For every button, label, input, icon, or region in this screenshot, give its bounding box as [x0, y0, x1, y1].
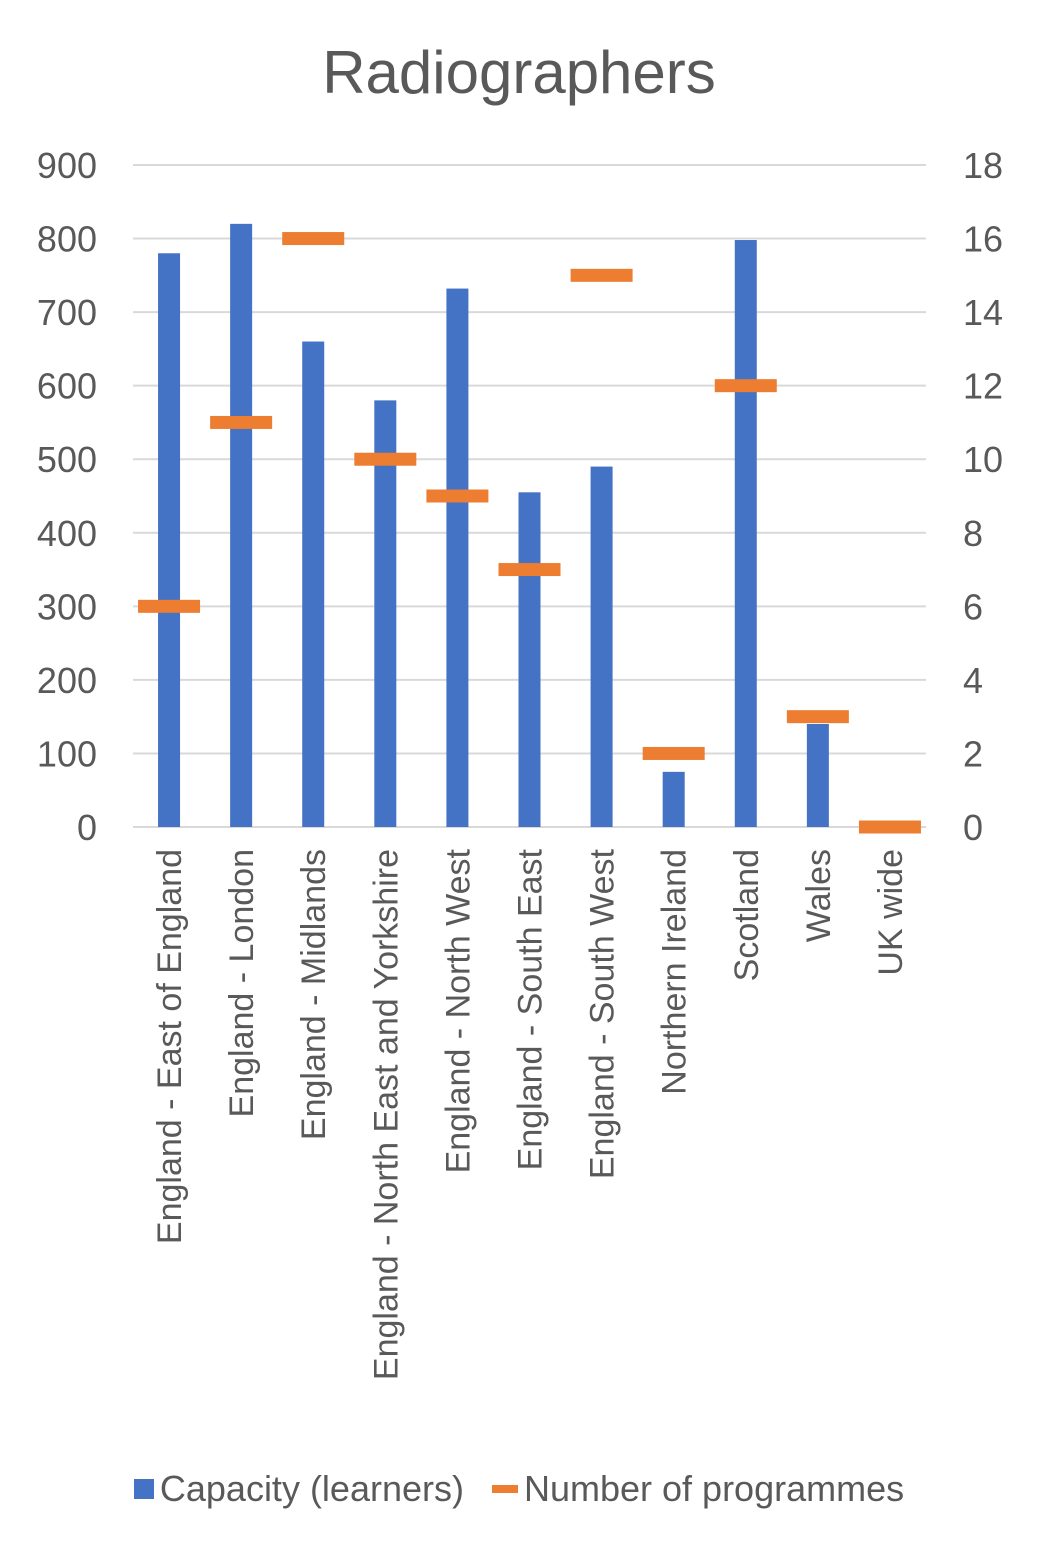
- programme-marker: [570, 268, 633, 282]
- left-tick-label: 200: [37, 660, 97, 701]
- category-label: Scotland: [728, 849, 766, 981]
- right-axis-ticks: 0 2 4 6 8 10 12 14 16 18: [963, 145, 1003, 848]
- legend-swatch-programmes: [491, 1485, 518, 1493]
- left-tick-label: 500: [37, 439, 97, 480]
- right-tick-label: 2: [963, 733, 983, 774]
- capacity-bar: [230, 223, 253, 827]
- category-label: Wales: [800, 849, 838, 942]
- right-tick-label: 4: [963, 660, 983, 701]
- left-tick-label: 400: [37, 513, 97, 554]
- left-axis-ticks: 0 100 200 300 400 500 600 700 800 900: [37, 145, 97, 848]
- programme-markers: [138, 232, 921, 834]
- category-label: England - North West: [439, 848, 477, 1173]
- programme-marker: [282, 232, 345, 246]
- left-tick-label: 100: [37, 733, 97, 774]
- capacity-bar: [806, 724, 829, 827]
- capacity-bar: [302, 341, 325, 827]
- category-label: England - South West: [584, 848, 622, 1179]
- legend-label-capacity: Capacity (learners): [159, 1468, 464, 1509]
- left-tick-label: 600: [37, 366, 97, 407]
- category-label: England - Midlands: [295, 849, 333, 1140]
- right-tick-label: 18: [963, 145, 1003, 186]
- legend-item-programmes: Number of programmes: [491, 1468, 905, 1510]
- programme-marker: [138, 599, 201, 613]
- left-tick-label: 700: [37, 292, 97, 333]
- programme-marker: [786, 710, 849, 724]
- capacity-bar: [734, 240, 757, 827]
- capacity-bars: [158, 223, 829, 827]
- category-label: UK wide: [872, 849, 910, 976]
- capacity-bar: [158, 253, 181, 827]
- programme-marker: [210, 415, 273, 429]
- programme-marker: [714, 379, 777, 393]
- category-label: England - South East: [512, 848, 550, 1170]
- capacity-bar: [662, 771, 685, 827]
- legend-swatch-capacity: [133, 1479, 154, 1499]
- programme-marker: [642, 746, 705, 760]
- right-tick-label: 10: [963, 439, 1003, 480]
- legend-label-programmes: Number of programmes: [523, 1468, 905, 1509]
- legend-item-capacity: Capacity (learners): [133, 1468, 464, 1510]
- legend: Capacity (learners) Number of programmes: [0, 1468, 1038, 1510]
- capacity-bar: [374, 400, 397, 827]
- right-tick-label: 6: [963, 586, 983, 627]
- category-label: England - London: [223, 849, 261, 1117]
- chart-title: Radiographers: [322, 39, 716, 106]
- programme-marker: [354, 452, 417, 466]
- left-tick-label: 0: [77, 807, 97, 848]
- category-label: England - North East and Yorkshire: [367, 849, 405, 1380]
- left-tick-label: 300: [37, 586, 97, 627]
- capacity-bar: [590, 466, 613, 827]
- programme-marker: [426, 489, 489, 503]
- right-tick-label: 12: [963, 366, 1003, 407]
- programme-marker: [858, 820, 921, 834]
- right-tick-label: 14: [963, 292, 1003, 333]
- right-tick-label: 8: [963, 513, 983, 554]
- capacity-bar: [446, 288, 469, 827]
- category-label: England - East of England: [151, 849, 189, 1244]
- programme-marker: [498, 563, 561, 577]
- category-labels: England - East of England England - Londo…: [151, 848, 910, 1380]
- right-tick-label: 0: [963, 807, 983, 848]
- left-tick-label: 900: [37, 145, 97, 186]
- right-tick-label: 16: [963, 219, 1003, 260]
- left-tick-label: 800: [37, 219, 97, 260]
- capacity-bar: [518, 492, 541, 827]
- category-label: Northern Ireland: [656, 849, 694, 1095]
